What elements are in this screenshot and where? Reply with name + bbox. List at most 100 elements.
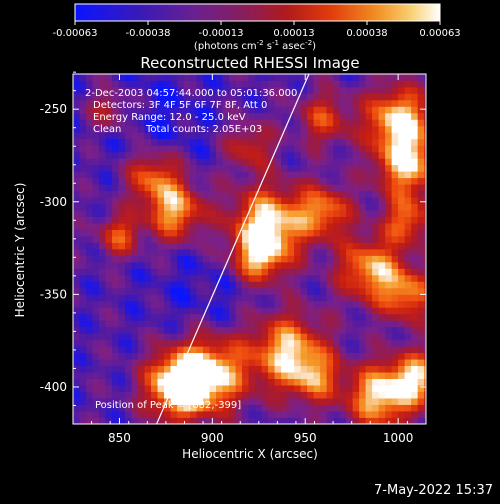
heatmap-cell bbox=[99, 177, 106, 185]
heatmap-cell bbox=[112, 249, 119, 256]
heatmap-cell bbox=[287, 281, 295, 289]
heatmap-cell bbox=[177, 93, 184, 101]
heatmap-cell bbox=[339, 294, 347, 302]
heatmap-cell bbox=[196, 274, 204, 282]
heatmap-cell bbox=[170, 274, 178, 282]
heatmap-cell bbox=[326, 132, 334, 140]
heatmap-cell bbox=[190, 281, 197, 289]
heatmap-cell bbox=[183, 352, 191, 360]
heatmap-cell bbox=[164, 417, 171, 424]
heatmap-cell bbox=[339, 145, 347, 153]
heatmap-cell bbox=[391, 210, 399, 217]
heatmap-cell bbox=[313, 359, 321, 367]
heatmap-cell bbox=[118, 249, 126, 256]
heatmap-cell bbox=[294, 268, 301, 276]
heatmap-cell bbox=[307, 171, 314, 179]
heatmap-cell bbox=[196, 255, 204, 263]
heatmap-cell bbox=[138, 346, 145, 354]
heatmap-cell bbox=[313, 346, 321, 354]
heatmap-cell bbox=[190, 249, 197, 256]
heatmap-cell bbox=[300, 106, 308, 114]
heatmap-cell bbox=[424, 320, 426, 328]
heatmap-cell bbox=[222, 86, 230, 94]
heatmap-cell bbox=[255, 261, 262, 269]
heatmap-cell bbox=[242, 112, 249, 120]
heatmap-cell bbox=[268, 210, 275, 217]
heatmap-cell bbox=[151, 249, 158, 256]
heatmap-cell bbox=[92, 145, 100, 153]
heatmap-cell bbox=[138, 385, 145, 392]
heatmap-cell bbox=[281, 261, 288, 269]
heatmap-cell bbox=[320, 320, 327, 328]
heatmap-cell bbox=[261, 352, 269, 360]
heatmap-cell bbox=[359, 339, 367, 347]
heatmap-cell bbox=[268, 158, 275, 166]
heatmap-cell bbox=[209, 242, 217, 250]
heatmap-cell bbox=[196, 339, 204, 347]
heatmap-cell bbox=[391, 184, 399, 192]
heatmap-cell bbox=[255, 197, 262, 205]
heatmap-cell bbox=[177, 125, 184, 133]
heatmap-cell bbox=[73, 313, 80, 321]
heatmap-cell bbox=[365, 391, 373, 399]
y-tick-label: -350 bbox=[40, 287, 67, 301]
heatmap-cell bbox=[300, 268, 308, 276]
heatmap-cell bbox=[274, 229, 282, 237]
heatmap-cell bbox=[144, 190, 152, 198]
heatmap-cell bbox=[86, 326, 93, 334]
heatmap-cell bbox=[144, 352, 152, 360]
heatmap-cell bbox=[209, 236, 217, 243]
heatmap-cell bbox=[190, 398, 197, 405]
heatmap-cell bbox=[131, 313, 139, 321]
heatmap-cell bbox=[151, 210, 158, 217]
heatmap-cell bbox=[242, 151, 249, 159]
heatmap-cell bbox=[86, 145, 93, 153]
heatmap-cell bbox=[183, 119, 191, 127]
heatmap-cell bbox=[222, 106, 230, 114]
heatmap-cell bbox=[229, 177, 236, 185]
heatmap-cell bbox=[255, 391, 262, 399]
heatmap-cell bbox=[261, 223, 269, 230]
heatmap-cell bbox=[359, 320, 367, 328]
heatmap-cell bbox=[144, 274, 152, 282]
heatmap-cell bbox=[248, 158, 256, 166]
heatmap-cell bbox=[385, 112, 393, 120]
heatmap-cell bbox=[385, 261, 393, 269]
heatmap-cell bbox=[300, 326, 308, 334]
heatmap-cell bbox=[73, 261, 80, 269]
heatmap-cell bbox=[235, 125, 243, 133]
heatmap-cell bbox=[248, 119, 256, 127]
heatmap-cell bbox=[131, 398, 139, 405]
heatmap-cell bbox=[183, 216, 191, 224]
heatmap-cell bbox=[359, 190, 367, 198]
heatmap-cell bbox=[255, 86, 262, 94]
heatmap-cell bbox=[235, 242, 243, 250]
heatmap-cell bbox=[333, 411, 341, 418]
heatmap-cell bbox=[125, 281, 132, 289]
heatmap-cell bbox=[281, 294, 288, 302]
heatmap-cell bbox=[183, 300, 191, 308]
heatmap-cell bbox=[151, 300, 158, 308]
heatmap-cell bbox=[346, 339, 354, 347]
heatmap-cell bbox=[170, 74, 178, 81]
heatmap-cell bbox=[151, 274, 158, 282]
heatmap-cell bbox=[268, 229, 275, 237]
heatmap-cell bbox=[255, 125, 262, 133]
heatmap-cell bbox=[313, 378, 321, 386]
heatmap-cell bbox=[144, 210, 152, 217]
heatmap-cell bbox=[203, 249, 210, 256]
heatmap-cell bbox=[313, 184, 321, 192]
heatmap-cell bbox=[151, 145, 158, 153]
heatmap-cell bbox=[294, 359, 301, 367]
heatmap-cell bbox=[164, 171, 171, 179]
heatmap-cell bbox=[424, 268, 426, 276]
heatmap-cell bbox=[287, 359, 295, 367]
heatmap-cell bbox=[157, 86, 165, 94]
heatmap-cell bbox=[183, 164, 191, 172]
heatmap-cell bbox=[86, 138, 93, 146]
heatmap-cell bbox=[242, 417, 249, 424]
heatmap-cell bbox=[170, 197, 178, 205]
heatmap-cell bbox=[242, 190, 249, 198]
heatmap-cell bbox=[105, 184, 113, 192]
heatmap-cell bbox=[86, 112, 93, 120]
